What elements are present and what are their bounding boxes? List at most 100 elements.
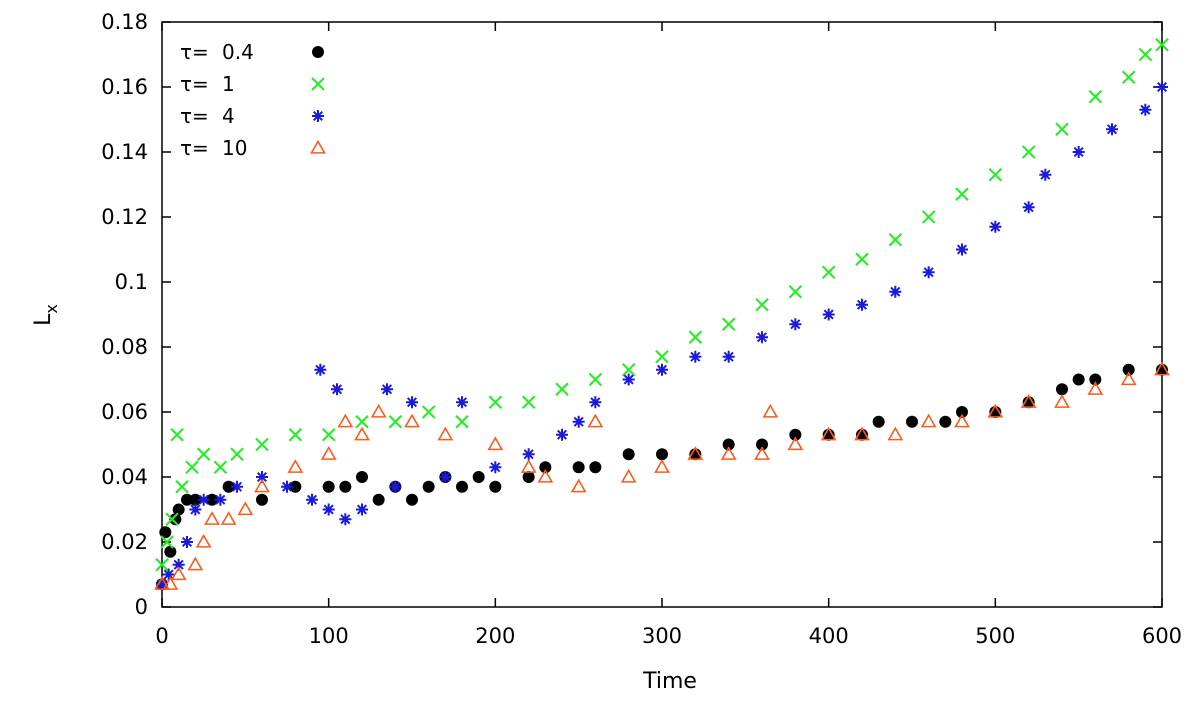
data-point bbox=[170, 428, 184, 442]
data-point bbox=[922, 266, 935, 279]
data-point bbox=[820, 426, 837, 441]
data-point bbox=[214, 493, 227, 506]
data-point bbox=[720, 446, 737, 460]
data-point bbox=[1055, 122, 1069, 136]
legend-marker bbox=[312, 110, 324, 122]
data-point bbox=[421, 405, 436, 419]
data-point bbox=[231, 480, 243, 493]
data-point bbox=[522, 471, 535, 483]
data-point bbox=[756, 438, 768, 451]
data-point bbox=[455, 415, 469, 429]
data-point bbox=[155, 558, 169, 572]
data-point bbox=[762, 403, 779, 418]
data-point bbox=[189, 493, 202, 506]
data-point bbox=[620, 468, 637, 483]
data-point bbox=[406, 396, 418, 409]
data-point bbox=[1039, 168, 1052, 181]
data-point bbox=[1139, 103, 1152, 116]
data-point bbox=[537, 468, 554, 483]
data-point bbox=[939, 415, 952, 428]
data-point bbox=[1121, 70, 1136, 84]
data-point bbox=[1020, 394, 1037, 408]
data-point bbox=[487, 436, 504, 451]
data-point bbox=[722, 350, 735, 363]
data-point bbox=[172, 503, 185, 516]
y-axis: 0 0.02 0.04 0.06 0.08 0.1 0.12 0.14 0.16 0.18 bbox=[101, 10, 1162, 619]
x-axis-title: Time bbox=[642, 669, 697, 694]
legend-label: τ= bbox=[180, 72, 209, 96]
y-tick-label: 0.1 bbox=[115, 270, 148, 294]
legend-label: τ= bbox=[180, 104, 209, 128]
data-point bbox=[356, 471, 368, 483]
data-point bbox=[381, 383, 393, 396]
data-point bbox=[1106, 123, 1118, 136]
data-point bbox=[920, 413, 937, 428]
data-point bbox=[372, 493, 385, 506]
data-point bbox=[555, 382, 569, 396]
data-point bbox=[1156, 363, 1168, 376]
data-point bbox=[370, 403, 387, 418]
data-point bbox=[1089, 373, 1102, 386]
y-tick-label: 0.04 bbox=[101, 465, 148, 489]
data-point bbox=[1054, 394, 1070, 408]
series-3 bbox=[154, 361, 1170, 590]
legend-label: τ= bbox=[180, 136, 209, 160]
data-point bbox=[954, 413, 970, 428]
data-point bbox=[356, 503, 368, 516]
x-tick-label: 200 bbox=[475, 624, 515, 648]
data-point bbox=[622, 373, 635, 386]
data-point bbox=[655, 350, 669, 364]
data-point bbox=[187, 556, 204, 571]
data-point bbox=[1022, 396, 1035, 409]
data-point bbox=[989, 220, 1002, 233]
legend-value: 10 bbox=[222, 136, 247, 160]
data-point bbox=[556, 428, 568, 441]
data-point bbox=[956, 406, 968, 418]
data-point bbox=[622, 448, 635, 461]
data-point bbox=[789, 318, 802, 331]
y-tick-label: 0.16 bbox=[101, 75, 148, 99]
data-point bbox=[687, 446, 704, 460]
data-point bbox=[654, 459, 670, 473]
data-point bbox=[237, 501, 254, 516]
data-point bbox=[339, 480, 352, 493]
x-tick-label: 500 bbox=[975, 624, 1015, 648]
data-point bbox=[889, 285, 902, 298]
data-point bbox=[320, 446, 337, 460]
data-point bbox=[189, 503, 202, 516]
data-point bbox=[404, 413, 420, 428]
data-point bbox=[162, 576, 179, 590]
data-point bbox=[389, 480, 402, 493]
data-point bbox=[281, 480, 293, 493]
data-point bbox=[437, 426, 454, 441]
data-point bbox=[656, 363, 668, 376]
data-point bbox=[181, 493, 193, 506]
data-point bbox=[822, 308, 835, 321]
data-point bbox=[722, 438, 735, 451]
x-tick-label: 0 bbox=[155, 624, 168, 648]
y-axis-title: Lx bbox=[31, 304, 61, 326]
data-point bbox=[289, 480, 302, 493]
legend-label: τ= bbox=[180, 40, 209, 64]
data-point bbox=[688, 330, 703, 344]
data-point bbox=[888, 233, 903, 247]
data-point bbox=[521, 395, 536, 409]
data-point bbox=[287, 459, 304, 473]
y-tick-label: 0.06 bbox=[101, 400, 148, 424]
data-point bbox=[1022, 201, 1035, 214]
data-point bbox=[154, 576, 170, 590]
data-point bbox=[789, 428, 802, 441]
data-point bbox=[572, 461, 585, 474]
data-point bbox=[887, 426, 904, 441]
data-point bbox=[162, 568, 175, 581]
data-point bbox=[589, 461, 602, 474]
data-point bbox=[821, 265, 836, 279]
data-point bbox=[588, 372, 603, 387]
data-point bbox=[955, 187, 969, 201]
data-point bbox=[987, 403, 1004, 418]
data-point bbox=[1154, 361, 1170, 376]
data-point bbox=[589, 396, 602, 409]
plot-frame bbox=[161, 21, 1163, 608]
data-point bbox=[472, 471, 485, 483]
